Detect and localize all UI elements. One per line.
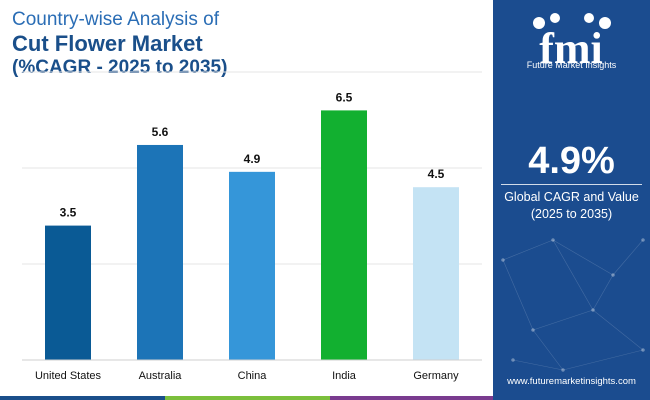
x-tick-label: United States <box>35 370 102 382</box>
bottom-bar-green <box>165 396 330 400</box>
data-label: 5.6 <box>152 125 169 139</box>
network-decoration <box>501 238 645 372</box>
x-tick-label: China <box>238 370 268 382</box>
sidebar-panel: fmi Future Market Insights 4.9% Global C… <box>493 0 650 400</box>
headline-label-line-2: (2025 to 2035) <box>530 207 613 221</box>
website-link[interactable]: www.futuremarketinsights.com <box>507 376 636 387</box>
x-tick-label: Australia <box>139 370 183 382</box>
bottom-bar-blue <box>0 396 165 400</box>
data-label: 4.9 <box>244 152 261 166</box>
logo-label: Future Market Insights <box>526 60 617 70</box>
headline-label: Global CAGR and Value (2025 to 2035) <box>493 189 650 223</box>
x-tick-label: Germany <box>413 370 459 382</box>
title-line-2: Cut Flower Market <box>12 31 203 56</box>
data-label: 4.5 <box>428 167 445 181</box>
value-divider <box>501 184 642 185</box>
bottom-bar-purple <box>330 396 493 400</box>
bar-united-states <box>45 225 91 360</box>
bar-india <box>321 110 367 361</box>
data-label: 6.5 <box>336 90 353 104</box>
bar-australia <box>137 144 183 360</box>
bar-chart: 3.5 United States 5.6 Australia 4.9 China 6.5 I… <box>22 71 482 382</box>
bar-germany <box>413 187 459 360</box>
label-layer: 3.5 United States 5.6 Australia 4.9 China 6.5 I… <box>35 90 459 382</box>
title-line-3: (%CAGR - 2025 to 2035) <box>12 57 228 78</box>
headline-label-line-1: Global CAGR and Value <box>504 190 639 204</box>
bar-layer <box>45 110 459 361</box>
title-line-1: Country-wise Analysis of <box>12 9 219 30</box>
data-label: 3.5 <box>60 206 77 220</box>
fmi-logo: fmi <box>533 13 611 73</box>
headline-value: 4.9% <box>528 140 615 182</box>
x-tick-label: India <box>332 370 357 382</box>
bar-china <box>229 171 275 360</box>
chart-title: Country-wise Analysis of Cut Flower Mark… <box>12 8 227 79</box>
svg-text:fmi: fmi <box>539 24 603 73</box>
